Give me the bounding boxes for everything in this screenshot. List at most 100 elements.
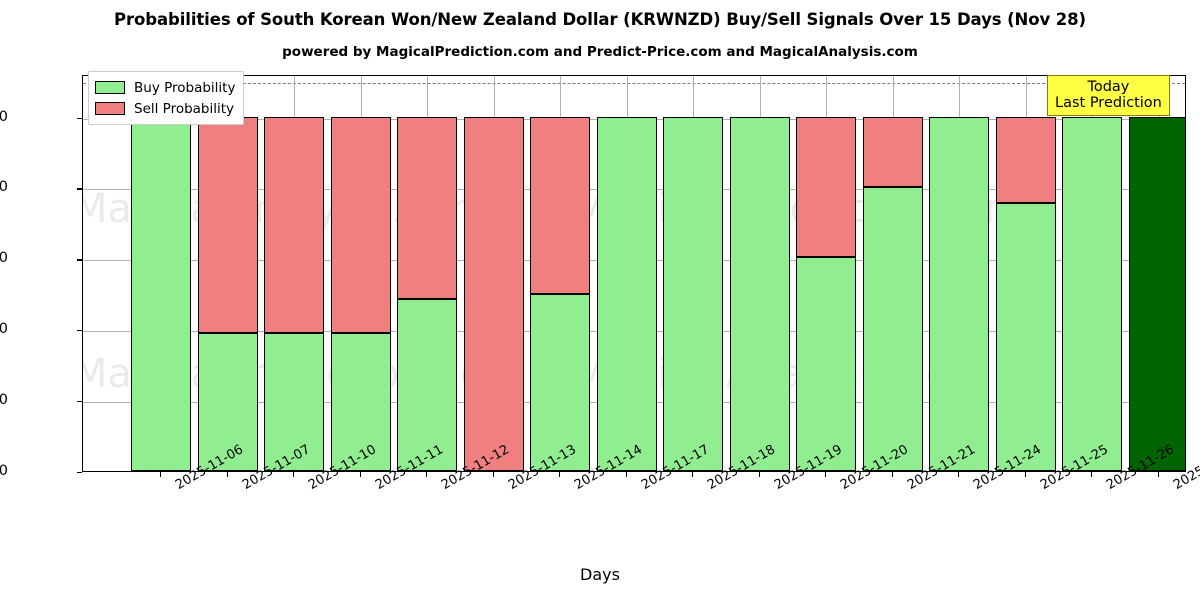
reference-dashed-line — [83, 83, 1185, 85]
x-tick-label: 2025-11-20 — [838, 442, 911, 493]
bar-segment-buy[interactable] — [796, 256, 856, 471]
bar-group[interactable] — [862, 76, 923, 471]
bar-group[interactable] — [1128, 76, 1185, 471]
bar-segment-buy[interactable] — [530, 293, 590, 471]
today-annotation: Today Last Prediction — [1047, 75, 1170, 117]
plot-area: MagicalAnalysis.comMagicalPrediction.com… — [82, 75, 1186, 472]
bar-segment-buy[interactable] — [862, 187, 923, 471]
bar-segment-sell[interactable] — [330, 116, 391, 333]
chart-legend: Buy Probability Sell Probability — [88, 71, 245, 125]
legend-item-sell: Sell Probability — [95, 98, 235, 119]
x-tick-mark — [293, 472, 295, 477]
x-tick-mark — [1157, 472, 1159, 477]
x-tick-mark — [958, 472, 960, 477]
y-tick-mark — [77, 259, 82, 261]
y-tick-mark — [77, 472, 82, 474]
x-tick-mark — [1024, 472, 1026, 477]
bar-group[interactable] — [264, 76, 324, 471]
y-tick-label: 60 — [0, 250, 8, 267]
bar-group[interactable] — [530, 76, 590, 471]
bar-group[interactable] — [330, 76, 391, 471]
bar-segment-sell[interactable] — [197, 116, 258, 333]
x-tick-mark — [625, 472, 627, 477]
plot-clip: MagicalAnalysis.comMagicalPrediction.com… — [83, 76, 1185, 471]
page-title: Probabilities of South Korean Won/New Ze… — [114, 10, 1086, 29]
y-tick-label: 0 — [0, 463, 8, 479]
x-tick-mark — [692, 472, 694, 477]
legend-label-buy: Buy Probability — [134, 79, 236, 96]
y-tick-mark — [77, 188, 82, 190]
x-tick-mark — [891, 472, 893, 477]
x-tick-mark — [359, 472, 361, 477]
bar-group[interactable] — [1062, 76, 1122, 471]
bar-group[interactable] — [463, 76, 524, 471]
x-tick-mark — [825, 472, 827, 477]
bar-segment-sell[interactable] — [862, 116, 923, 188]
y-tick-label: 100 — [0, 108, 8, 125]
bar-segment-buy[interactable] — [663, 116, 723, 471]
chart-subtitle: powered by MagicalPrediction.com and Pre… — [282, 44, 918, 60]
bar-segment-sell[interactable] — [995, 116, 1056, 204]
x-tick-label: 2025-11-27 — [1171, 442, 1200, 493]
bar-segment-buy[interactable] — [330, 332, 391, 471]
legend-item-buy: Buy Probability — [95, 77, 235, 98]
x-tick-label: 2025-11-17 — [639, 442, 712, 493]
bar-group[interactable] — [729, 76, 790, 471]
x-tick-mark — [226, 472, 228, 477]
x-tick-label: 2025-11-12 — [439, 442, 512, 493]
x-tick-label: 2025-11-10 — [306, 442, 379, 493]
bar-segment-buy[interactable] — [929, 116, 989, 471]
bar-group[interactable] — [397, 76, 457, 471]
y-tick-label: 80 — [0, 179, 8, 196]
bar-segment-sell[interactable] — [397, 116, 457, 300]
bar-segment-buy[interactable] — [729, 116, 790, 471]
x-tick-label: 2025-11-26 — [1104, 442, 1177, 493]
bar-group[interactable] — [663, 76, 723, 471]
x-tick-mark — [1091, 472, 1093, 477]
x-tick-label: 2025-11-06 — [173, 442, 246, 493]
today-annotation-line1: Today — [1087, 79, 1130, 95]
bar-segment-buy[interactable] — [995, 203, 1056, 471]
x-tick-label: 2025-11-11 — [373, 442, 446, 493]
bar-segment-buy[interactable] — [596, 116, 657, 471]
legend-swatch-buy — [95, 81, 125, 94]
x-tick-label: 2025-11-14 — [572, 442, 645, 493]
x-tick-label: 2025-11-19 — [772, 442, 845, 493]
bar-segment-buy[interactable] — [131, 116, 191, 471]
x-tick-label: 2025-11-25 — [1038, 442, 1111, 493]
bar-group[interactable] — [995, 76, 1056, 471]
bar-segment-sell[interactable] — [463, 116, 524, 471]
x-tick-label: 2025-11-07 — [240, 442, 313, 493]
legend-label-sell: Sell Probability — [134, 100, 235, 117]
bar-group[interactable] — [796, 76, 856, 471]
bar-segment-buy[interactable] — [197, 332, 258, 471]
x-tick-mark — [160, 472, 162, 477]
bar-group[interactable] — [929, 76, 989, 471]
bar-segment-today[interactable] — [1128, 116, 1185, 471]
y-tick-mark — [77, 330, 82, 332]
today-annotation-line2: Last Prediction — [1055, 95, 1162, 112]
x-tick-mark — [426, 472, 428, 477]
x-tick-label: 2025-11-18 — [705, 442, 778, 493]
bar-group[interactable] — [596, 76, 657, 471]
bar-segment-buy[interactable] — [1062, 116, 1122, 471]
bar-segment-sell[interactable] — [264, 116, 324, 333]
y-tick-label: 40 — [0, 321, 8, 338]
bar-segment-buy[interactable] — [397, 299, 457, 471]
bar-group[interactable] — [131, 76, 191, 471]
bar-segment-sell[interactable] — [530, 116, 590, 294]
bar-group[interactable] — [197, 76, 258, 471]
x-tick-mark — [492, 472, 494, 477]
bar-segment-sell[interactable] — [796, 116, 856, 257]
legend-swatch-sell — [95, 102, 125, 115]
bar-segment-buy[interactable] — [264, 332, 324, 471]
y-tick-mark — [77, 117, 82, 119]
x-axis-title: Days — [580, 565, 620, 584]
x-tick-label: 2025-11-13 — [506, 442, 579, 493]
x-tick-mark — [559, 472, 561, 477]
y-tick-label: 20 — [0, 392, 8, 409]
x-tick-label: 2025-11-24 — [971, 442, 1044, 493]
y-tick-mark — [77, 401, 82, 403]
x-tick-mark — [758, 472, 760, 477]
